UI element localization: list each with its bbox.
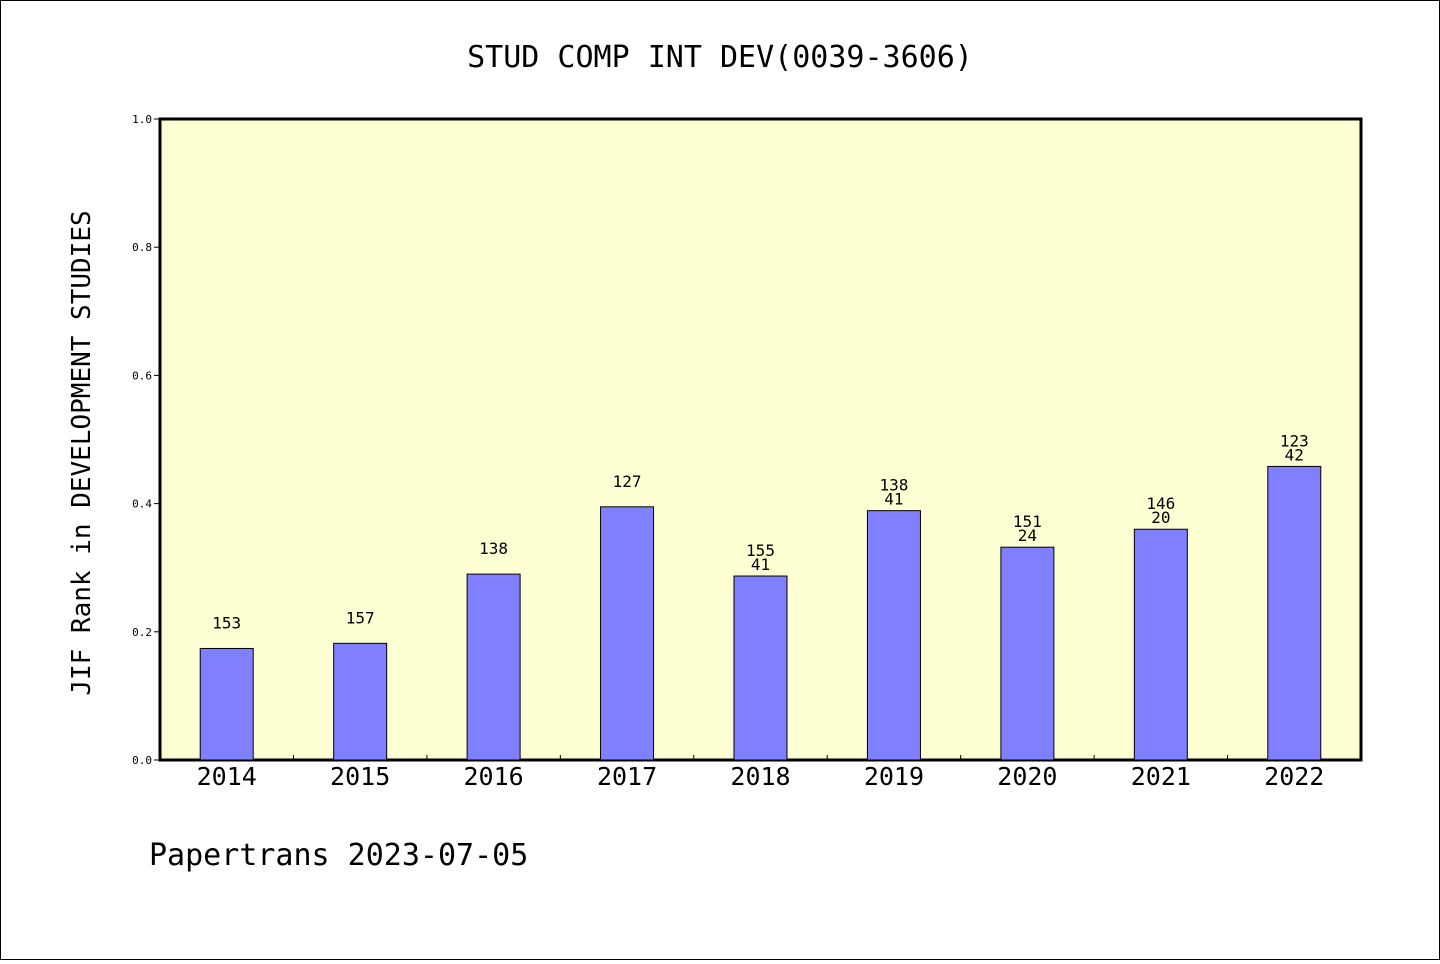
data-label-total: 151 [1013,512,1042,531]
bar-2021 [1133,528,1188,761]
y-axis: 0.0 0.2 0.4 0.6 0.8 1.0 [132,113,160,767]
bars [199,465,1322,761]
bar-2014 [199,647,254,761]
data-label-total: 153 [212,613,241,632]
footer-credit: Papertrans 2023-07-05 [149,838,528,873]
bar-2017 [600,506,655,761]
data-label-rank: 41 [751,555,770,574]
x-tick-label: 2017 [597,762,657,791]
y-axis-label: JIF Rank in DEVELOPMENT STUDIES [67,210,97,695]
x-tick-label: 2018 [730,762,790,791]
data-label-rank: 42 [1285,445,1304,464]
data-label-total: 138 [479,539,508,558]
y-tick-label: 0.8 [132,241,152,254]
x-tick-label: 2015 [330,762,390,791]
y-tick-label: 1.0 [132,113,152,126]
x-tick-label: 2021 [1131,762,1191,791]
y-tick-label: 0.0 [132,754,152,767]
bar-2022 [1267,465,1322,761]
bar-2020 [1000,546,1055,761]
data-label-total: 123 [1280,431,1309,450]
y-tick-label: 0.2 [132,626,152,639]
x-tick-label: 2014 [197,762,257,791]
y-tick-label: 0.6 [132,369,152,382]
x-tick-label: 2020 [997,762,1057,791]
data-label-total: 155 [746,541,775,560]
data-label-rank: 41 [884,490,903,509]
data-label-rank: 24 [1018,526,1037,545]
bar-2015 [333,642,388,761]
data-label-total: 157 [346,608,375,627]
x-axis: 2014 2015 2016 2017 2018 2019 2020 2021 2022 [197,755,1324,791]
x-tick-label: 2019 [864,762,924,791]
chart-title: STUD COMP INT DEV(0039-3606) [467,40,973,75]
x-tick-label: 2016 [464,762,524,791]
y-tick-label: 0.4 [132,498,152,511]
data-label-total: 127 [613,472,642,491]
bar-2019 [866,510,921,761]
bar-2018 [733,575,788,761]
data-label-total: 146 [1146,494,1175,513]
data-label-rank: 20 [1151,508,1170,527]
x-tick-label: 2022 [1264,762,1324,791]
data-label-total: 138 [879,476,908,495]
bar-2016 [466,573,521,761]
